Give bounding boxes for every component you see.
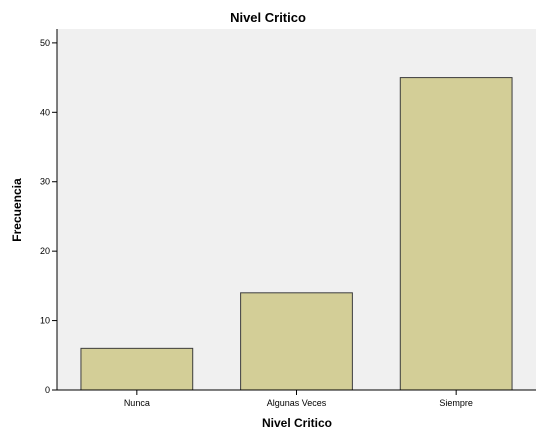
y-tick-label-30: 30 xyxy=(40,177,50,187)
y-tick-label-20: 20 xyxy=(40,246,50,256)
chart-title: Nivel Critico xyxy=(230,10,306,25)
y-ticks-layer: 0 10 20 30 40 50 xyxy=(40,38,57,395)
x-ticks-layer: Nunca Algunas Veces Siempre xyxy=(124,390,473,408)
x-axis-title: Nivel Critico xyxy=(262,416,332,429)
y-tick-label-50: 50 xyxy=(40,38,50,48)
y-tick-label-40: 40 xyxy=(40,107,50,117)
bars-layer xyxy=(80,77,513,391)
bar-nunca xyxy=(80,347,194,391)
y-axis-title: Frecuencia xyxy=(10,178,24,242)
y-tick-label-10: 10 xyxy=(40,316,50,326)
x-tick-label-nunca: Nunca xyxy=(124,398,150,408)
bar-algunas-veces xyxy=(240,292,353,391)
x-tick-label-algunas-veces: Algunas Veces xyxy=(267,398,327,408)
y-tick-label-0: 0 xyxy=(45,385,50,395)
x-tick-label-siempre: Siempre xyxy=(439,398,473,408)
bar-siempre xyxy=(399,77,513,391)
